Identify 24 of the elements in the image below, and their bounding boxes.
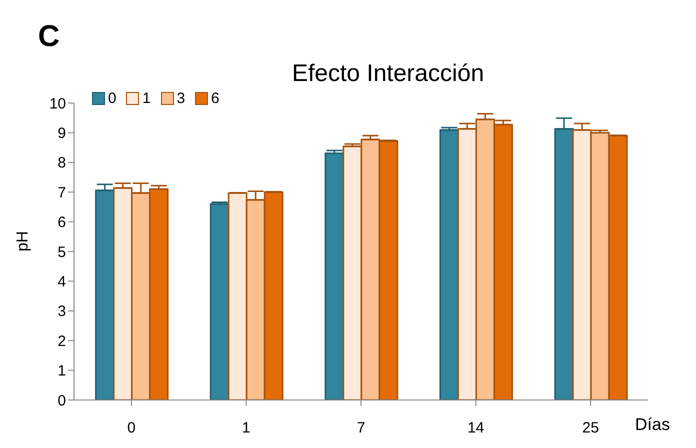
x-tick-label: 25 bbox=[582, 420, 599, 437]
y-tick-label: 6 bbox=[58, 214, 66, 232]
text: C bbox=[38, 20, 60, 54]
y-tick-label: 5 bbox=[58, 244, 66, 261]
y-tick-label: 1 bbox=[58, 362, 66, 380]
y-tick-label: 0 bbox=[58, 392, 66, 410]
legend-label: 1 bbox=[142, 90, 151, 107]
y-tick-label: 3 bbox=[58, 303, 66, 320]
y-axis-title: pH bbox=[14, 231, 32, 252]
y-tick-label: 2 bbox=[58, 332, 66, 350]
x-axis-title: Días bbox=[635, 415, 670, 435]
y-tick-label: 7 bbox=[58, 184, 66, 202]
legend-label: 3 bbox=[176, 90, 186, 107]
x-tick-label: 14 bbox=[467, 420, 484, 437]
y-tick-label: 10 bbox=[49, 95, 66, 112]
x-tick-label: 1 bbox=[242, 420, 250, 437]
legend-label: 6 bbox=[211, 90, 220, 107]
legend-label: 0 bbox=[108, 90, 116, 107]
chart-title: Efecto Interacción bbox=[290, 60, 486, 88]
y-tick-label: 8 bbox=[58, 154, 66, 172]
x-tick-label: 0 bbox=[127, 420, 136, 437]
y-tick-label: 4 bbox=[58, 274, 66, 291]
y-tick-label: 9 bbox=[58, 125, 66, 142]
x-tick-label: 7 bbox=[356, 420, 366, 437]
